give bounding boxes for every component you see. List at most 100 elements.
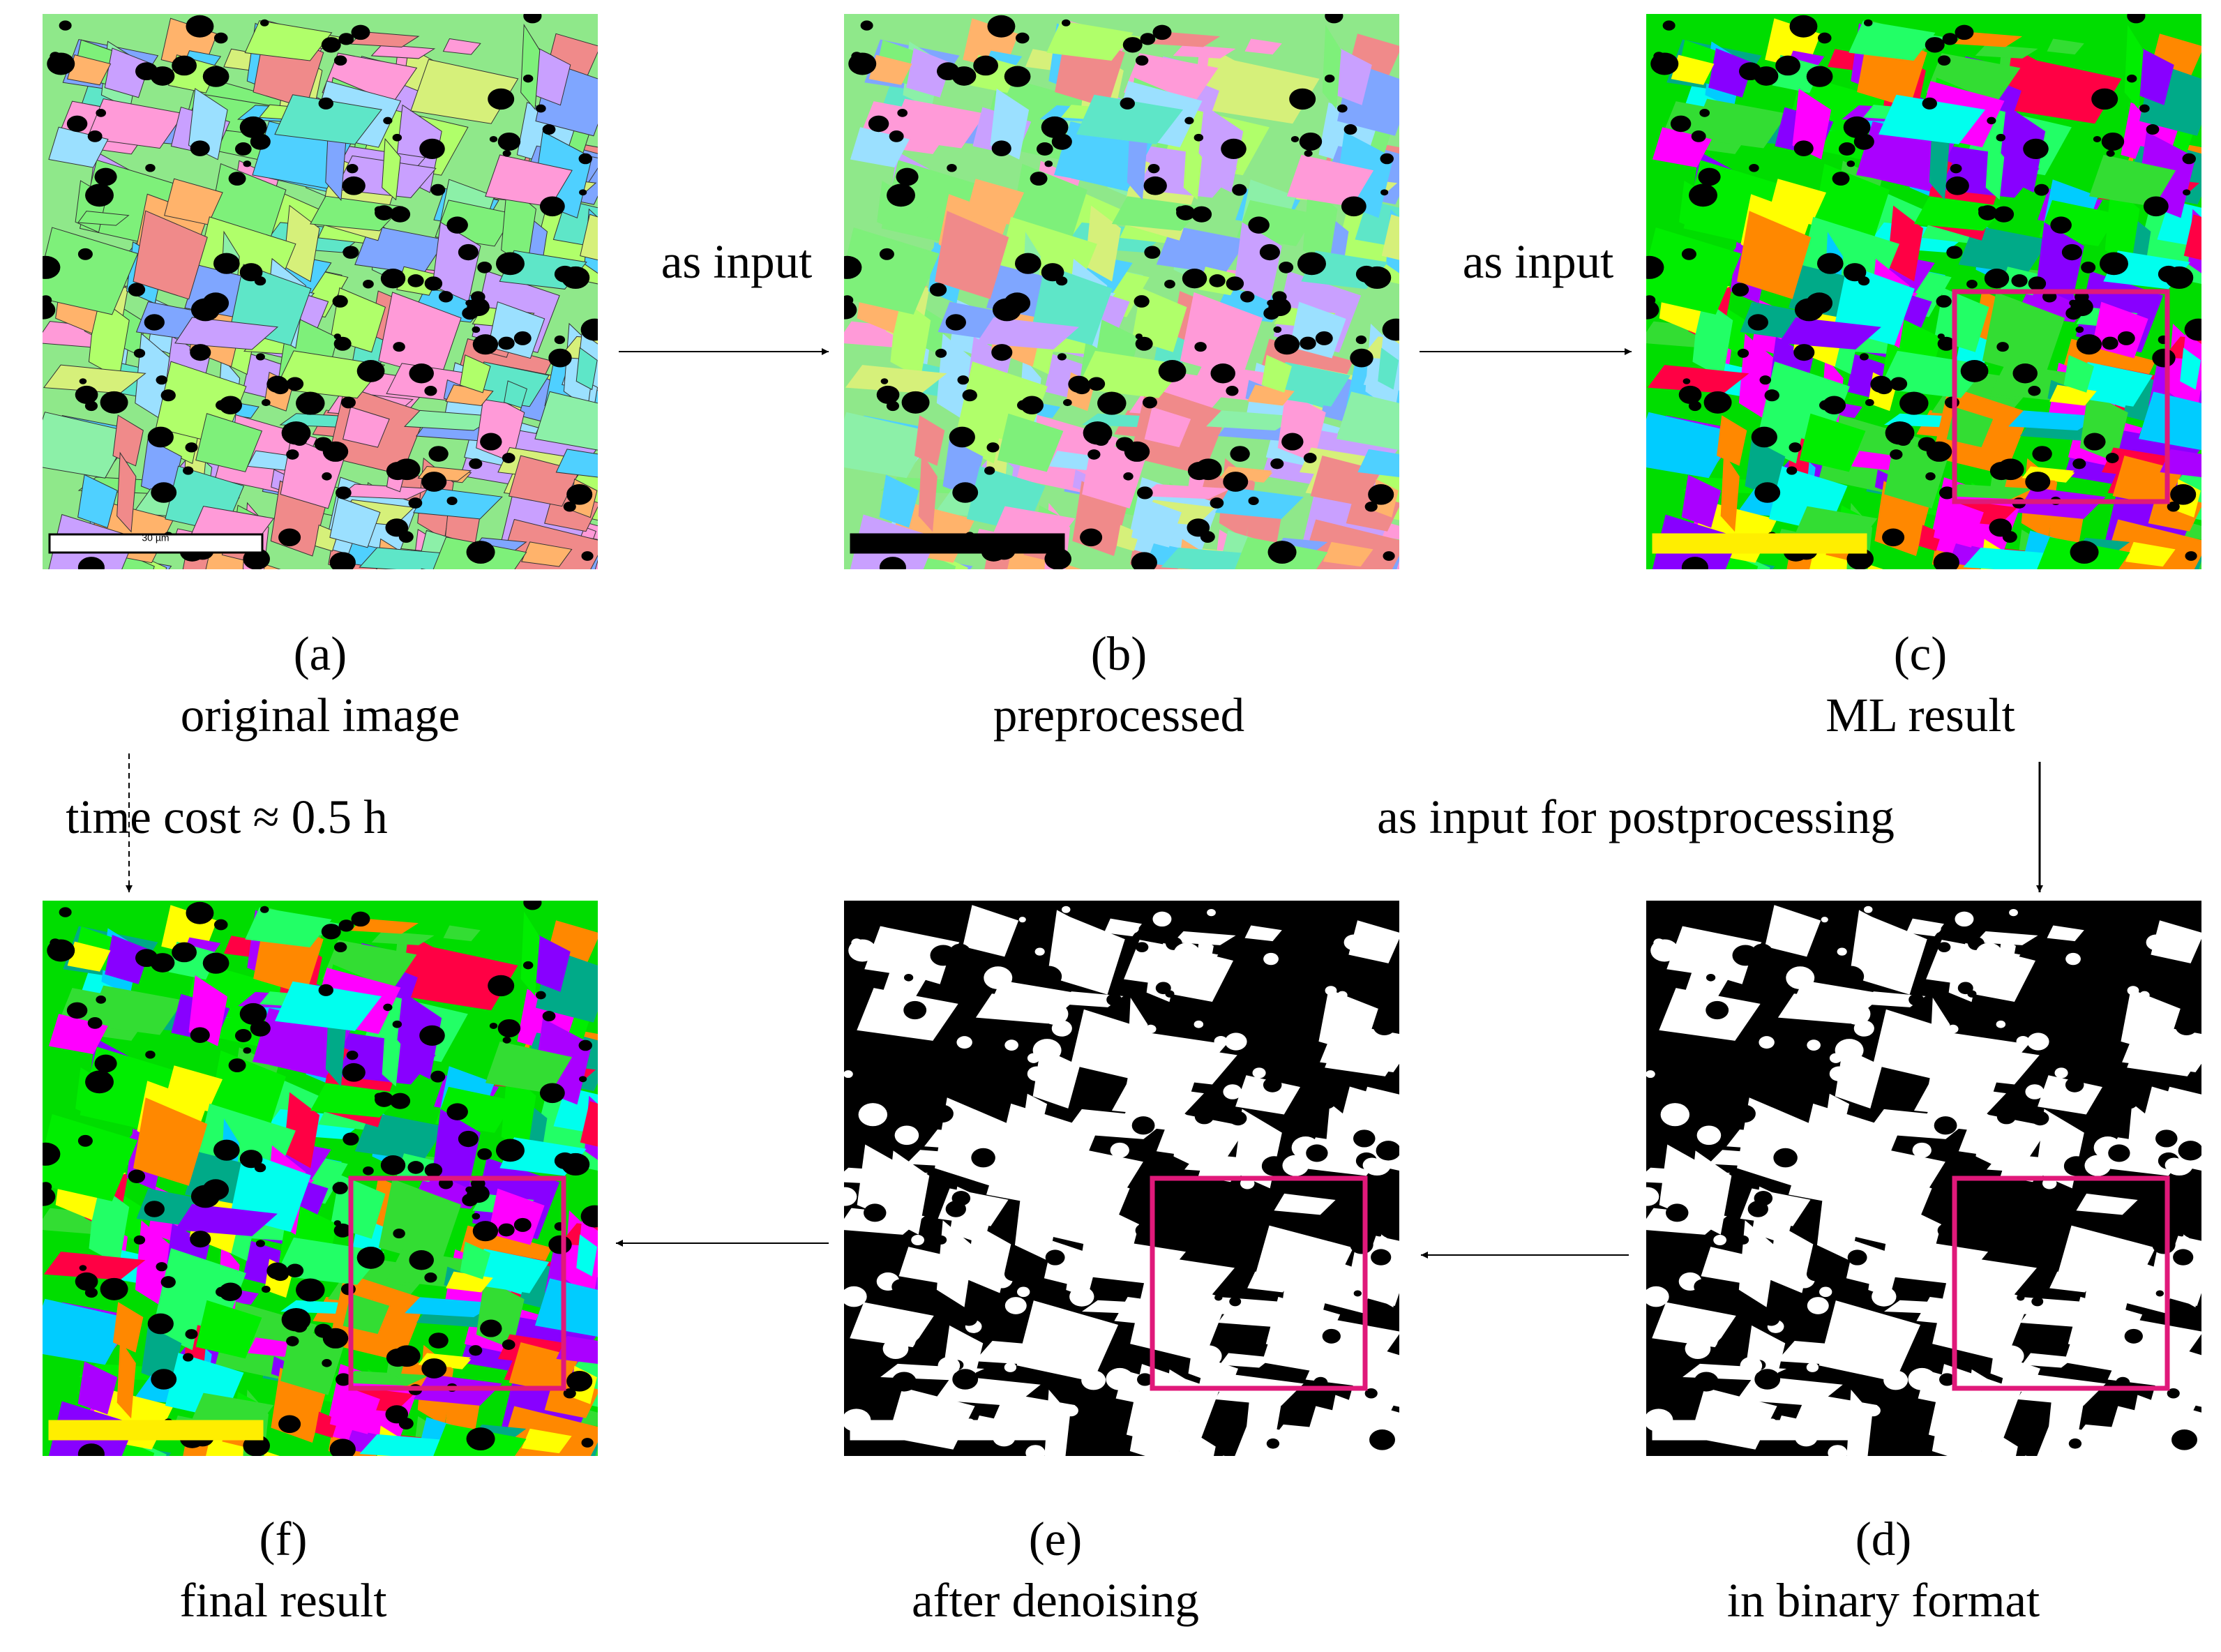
pore (1051, 1020, 1072, 1037)
pore (1987, 1003, 1996, 1012)
pore (1057, 353, 1067, 361)
pore (2084, 1155, 2111, 1176)
pore (1890, 377, 1908, 391)
pore (1937, 1223, 1955, 1238)
pore (47, 939, 75, 962)
pore (1685, 1049, 1701, 1061)
grain (1692, 295, 1733, 379)
pore (1135, 1223, 1153, 1238)
pore (254, 276, 266, 286)
pore (1838, 142, 1855, 156)
grain (1720, 453, 1740, 532)
pore (1004, 1266, 1023, 1282)
pore (1922, 97, 1937, 110)
pore (144, 1201, 165, 1217)
grain (404, 410, 498, 431)
pore (2101, 971, 2116, 984)
pore (1996, 1020, 2006, 1028)
pore (1922, 984, 1937, 996)
pore (385, 1405, 409, 1424)
pore (1660, 1103, 1690, 1127)
grain (174, 1203, 278, 1237)
grain (329, 497, 381, 548)
pore (1270, 458, 1284, 470)
pore (891, 1372, 917, 1392)
pore (1380, 153, 1394, 165)
pore (502, 1037, 511, 1044)
grain (1933, 497, 1984, 548)
pore (1283, 1115, 1307, 1134)
pore (1087, 377, 1106, 391)
pore (984, 466, 995, 475)
pore (1837, 947, 1847, 956)
blob (1381, 1101, 1399, 1147)
pore (1207, 908, 1216, 917)
grain (410, 946, 518, 1011)
pore (356, 1247, 385, 1269)
pore (392, 1020, 402, 1028)
pore (901, 391, 930, 414)
grain (443, 925, 481, 942)
pore (579, 189, 587, 196)
blob (2125, 1428, 2176, 1454)
pore (488, 975, 515, 997)
pore (2065, 952, 2081, 966)
pore (2093, 1022, 2102, 1029)
pore (1670, 115, 1692, 133)
pore (1152, 24, 1172, 40)
pore (1698, 1054, 1721, 1073)
pore (77, 1443, 105, 1456)
grain (195, 1300, 262, 1359)
pore (480, 1319, 502, 1337)
pore (1936, 295, 1952, 308)
pore (1775, 55, 1800, 76)
pore (2028, 1163, 2047, 1178)
pore (1786, 466, 1798, 475)
pore (234, 142, 252, 156)
blob (2079, 1277, 2128, 1349)
grain (1076, 94, 1184, 144)
grain (421, 568, 426, 569)
pore (2139, 104, 2150, 113)
pore (1303, 1339, 1317, 1350)
pore (1825, 1159, 1848, 1178)
pore (342, 176, 366, 195)
grain (2134, 47, 2174, 105)
pore (1996, 133, 2006, 142)
pore (1942, 33, 1958, 45)
pore (1145, 1024, 1157, 1034)
pore (133, 1235, 146, 1245)
grain (1851, 451, 1901, 470)
pore (2127, 14, 2146, 24)
pore (213, 32, 228, 44)
pore (1261, 1156, 1287, 1176)
pore (1925, 37, 1945, 53)
pore (1789, 442, 1802, 453)
grain (1131, 497, 1182, 548)
pore (1948, 1024, 1959, 1034)
pore (2031, 1111, 2049, 1126)
grain (844, 227, 940, 315)
grain (1180, 292, 1263, 378)
pore (1229, 1296, 1242, 1307)
blob (1235, 1423, 1328, 1456)
pore (1957, 982, 1973, 995)
pore (160, 1276, 176, 1289)
pore (1279, 261, 1294, 273)
pore (1325, 986, 1337, 996)
grain (1048, 451, 1099, 470)
blob (2076, 1193, 2138, 1215)
pore (1933, 552, 1959, 569)
pore (446, 216, 468, 234)
grain (421, 1455, 424, 1456)
pore (1883, 1370, 1908, 1390)
pore (1793, 344, 1815, 361)
pore (75, 385, 98, 405)
pore (1061, 19, 1071, 27)
blob (2183, 1101, 2201, 1147)
pore (250, 1020, 271, 1037)
pore (1173, 943, 1200, 964)
pore (1802, 1152, 1819, 1166)
pore (255, 1240, 265, 1247)
pore (1691, 130, 1706, 142)
